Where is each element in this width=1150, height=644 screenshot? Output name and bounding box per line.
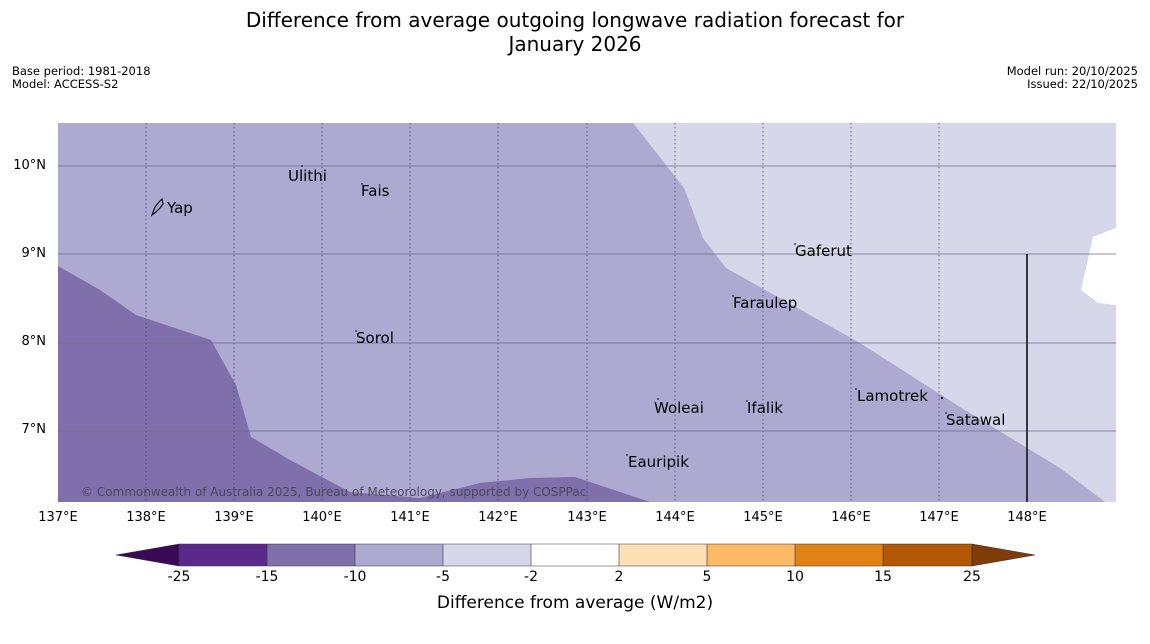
map-panel: Yap Ulithi Fais Gaferut Faraulep Sorol L…	[58, 123, 1116, 502]
colorbar-label-25: 25	[963, 569, 981, 585]
lon-tick-139: 139°E	[214, 510, 254, 525]
place-fais: Fais	[361, 182, 390, 200]
place-yap: Yap	[166, 199, 193, 217]
lon-tick-143: 143°E	[567, 510, 607, 525]
yap-island	[150, 197, 164, 217]
lon-tick-140: 140°E	[302, 510, 342, 525]
region-white-patch	[1081, 228, 1116, 305]
colorbar-bin-9	[883, 544, 972, 566]
colorbar-label-2: 2	[614, 569, 624, 585]
meta-right: Model run: 20/10/2025 Issued: 22/10/2025	[1007, 65, 1138, 91]
model-name: Model: ACCESS-S2	[12, 77, 119, 91]
colorbar-label-10: 10	[786, 569, 804, 585]
colorbar-label-minus5: -5	[436, 569, 450, 585]
model-run: Model run: 20/10/2025	[1006, 64, 1138, 78]
colorbar-label-minus10: -10	[343, 569, 367, 585]
colorbar-label-5: 5	[702, 569, 712, 585]
lon-tick-137: 137°E	[38, 510, 78, 525]
island-dots	[301, 165, 947, 456]
place-lamotrek: Lamotrek	[857, 387, 928, 405]
colorbar-title: Difference from average (W/m2)	[436, 593, 714, 613]
colorbar-bin-3	[355, 544, 443, 566]
colorbar-label-minus25: -25	[167, 569, 191, 585]
lon-tick-146: 146°E	[831, 510, 871, 525]
colorbar-bin-2	[267, 544, 355, 566]
colorbar	[115, 543, 1036, 567]
colorbar-label-15: 15	[874, 569, 892, 585]
lon-tick-138: 138°E	[126, 510, 166, 525]
colorbar-label-minus2: -2	[524, 569, 538, 585]
place-woleai: Woleai	[654, 399, 704, 417]
chart-title: Difference from average outgoing longwav…	[0, 8, 1150, 56]
colorbar-label-minus15: -15	[255, 569, 279, 585]
colorbar-bin-7	[707, 544, 795, 566]
parallels	[58, 165, 1116, 432]
lon-tick-145: 145°E	[743, 510, 783, 525]
colorbar-dividers	[178, 544, 973, 566]
lat-tick-10: 10°N	[13, 158, 46, 173]
colorbar-bin-8	[795, 544, 883, 566]
colorbar-extend-min	[115, 543, 180, 567]
lat-tick-8: 8°N	[21, 334, 47, 349]
issued-date: Issued: 22/10/2025	[1027, 77, 1138, 91]
meridians	[145, 123, 940, 502]
place-gaferut: Gaferut	[795, 242, 852, 260]
meta-left: Base period: 1981-2018 Model: ACCESS-S2	[12, 65, 151, 91]
lon-tick-142: 142°E	[478, 510, 518, 525]
base-period: Base period: 1981-2018	[12, 64, 151, 78]
place-ifalik: Ifalik	[747, 399, 783, 417]
lon-tick-147: 147°E	[919, 510, 959, 525]
lon-tick-144: 144°E	[655, 510, 695, 525]
region-minus5-to-minus2	[633, 123, 1116, 502]
lat-tick-7: 7°N	[21, 422, 47, 437]
colorbar-bin-5	[531, 544, 619, 566]
place-sorol: Sorol	[356, 329, 394, 347]
place-faraulep: Faraulep	[733, 294, 797, 312]
title-line-2: January 2026	[508, 32, 642, 56]
copyright-notice: © Commonwealth of Australia 2025, Bureau…	[81, 485, 586, 499]
place-ulithi: Ulithi	[288, 167, 327, 185]
title-line-1: Difference from average outgoing longwav…	[245, 8, 905, 32]
colorbar-bin-1	[179, 544, 267, 566]
lat-tick-9: 9°N	[21, 246, 47, 261]
region-minus15-to-minus10	[58, 266, 650, 502]
lon-tick-148: 148°E	[1007, 510, 1047, 525]
lon-tick-141: 141°E	[390, 510, 430, 525]
place-eauripik: Eauripik	[628, 453, 689, 471]
colorbar-bin-6	[619, 544, 707, 566]
place-satawal: Satawal	[946, 411, 1005, 429]
colorbar-extend-max	[971, 543, 1036, 567]
colorbar-bin-4	[443, 544, 531, 566]
